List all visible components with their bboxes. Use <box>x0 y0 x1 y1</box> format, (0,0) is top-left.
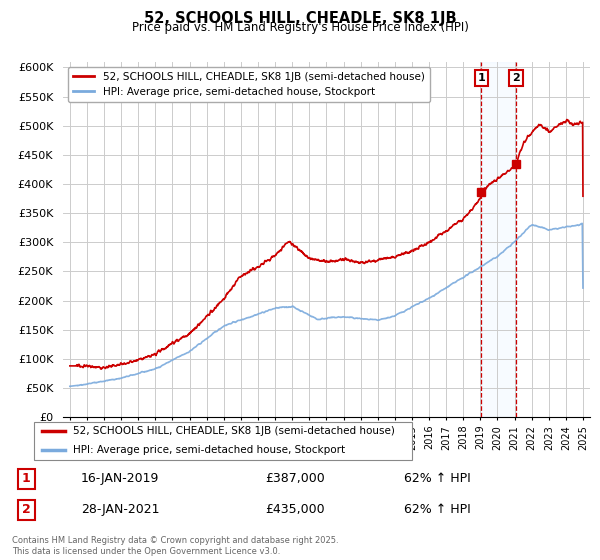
Text: Price paid vs. HM Land Registry's House Price Index (HPI): Price paid vs. HM Land Registry's House … <box>131 21 469 34</box>
Text: 52, SCHOOLS HILL, CHEADLE, SK8 1JB: 52, SCHOOLS HILL, CHEADLE, SK8 1JB <box>143 11 457 26</box>
Text: 62% ↑ HPI: 62% ↑ HPI <box>404 473 470 486</box>
Text: 2: 2 <box>22 503 31 516</box>
Bar <box>481 62 516 417</box>
Text: 52, SCHOOLS HILL, CHEADLE, SK8 1JB (semi-detached house): 52, SCHOOLS HILL, CHEADLE, SK8 1JB (semi… <box>73 426 395 436</box>
Text: 1: 1 <box>22 473 31 486</box>
Text: Contains HM Land Registry data © Crown copyright and database right 2025.
This d: Contains HM Land Registry data © Crown c… <box>12 536 338 556</box>
Text: 2: 2 <box>512 73 520 83</box>
Legend: 52, SCHOOLS HILL, CHEADLE, SK8 1JB (semi-detached house), HPI: Average price, se: 52, SCHOOLS HILL, CHEADLE, SK8 1JB (semi… <box>68 67 430 102</box>
Text: HPI: Average price, semi-detached house, Stockport: HPI: Average price, semi-detached house,… <box>73 445 345 455</box>
Text: 1: 1 <box>478 73 485 83</box>
Text: £387,000: £387,000 <box>265 473 325 486</box>
Text: 62% ↑ HPI: 62% ↑ HPI <box>404 503 470 516</box>
Text: 28-JAN-2021: 28-JAN-2021 <box>81 503 160 516</box>
Text: 16-JAN-2019: 16-JAN-2019 <box>81 473 160 486</box>
Text: £435,000: £435,000 <box>265 503 325 516</box>
FancyBboxPatch shape <box>34 422 412 460</box>
